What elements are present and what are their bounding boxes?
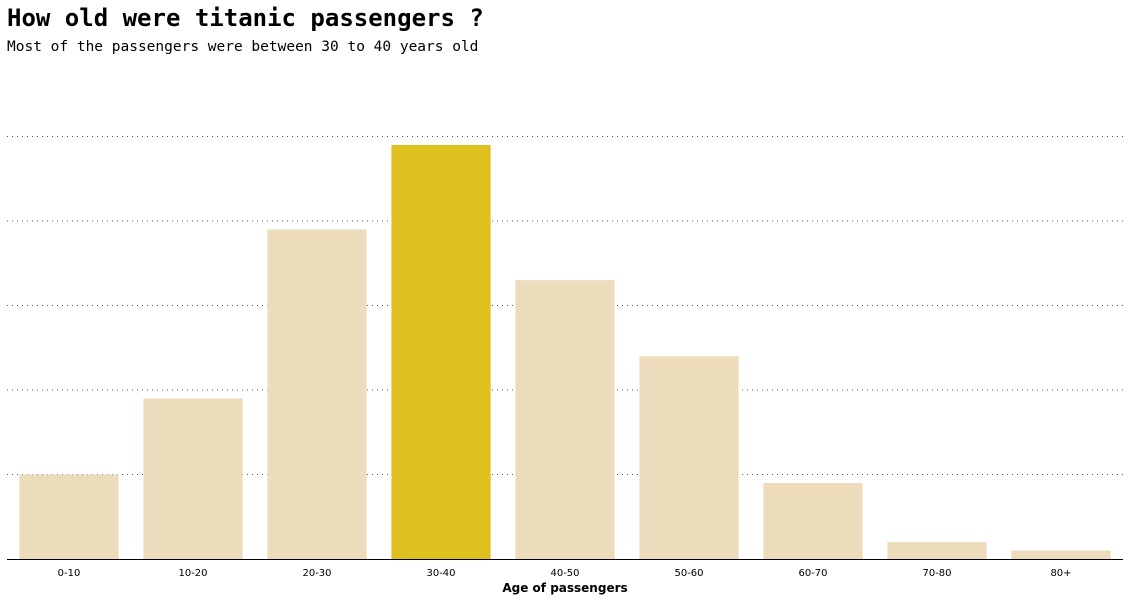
bar-10-20 (143, 398, 243, 559)
x-tick-label-30-40: 30-40 (426, 568, 455, 579)
bar-0-10 (19, 474, 119, 559)
bar-70-80 (887, 542, 987, 559)
bar-40-50 (515, 280, 615, 559)
chart-title: How old were titanic passengers ? (7, 4, 484, 32)
bar-80+ (1011, 550, 1111, 559)
x-tick-label-0-10: 0-10 (58, 568, 81, 579)
bar-30-40 (391, 144, 491, 559)
bar-60-70 (763, 482, 863, 559)
bars (19, 144, 1111, 559)
bar-50-60 (639, 356, 739, 559)
x-tick-label-10-20: 10-20 (178, 568, 207, 579)
x-axis-label: Age of passengers (502, 581, 627, 595)
x-tick-label-20-30: 20-30 (302, 568, 331, 579)
x-tick-label-50-60: 50-60 (674, 568, 703, 579)
x-tick-label-80+: 80+ (1050, 568, 1071, 579)
x-tick-labels: 0-10 10-20 20-30 30-40 40-50 50-60 60-70 70-80 8… (58, 568, 1072, 579)
x-tick-label-60-70: 60-70 (798, 568, 827, 579)
x-tick-label-70-80: 70-80 (922, 568, 951, 579)
bar-20-30 (267, 229, 367, 559)
x-tick-label-40-50: 40-50 (550, 568, 579, 579)
chart-subtitle: Most of the passengers were between 30 t… (7, 39, 479, 55)
